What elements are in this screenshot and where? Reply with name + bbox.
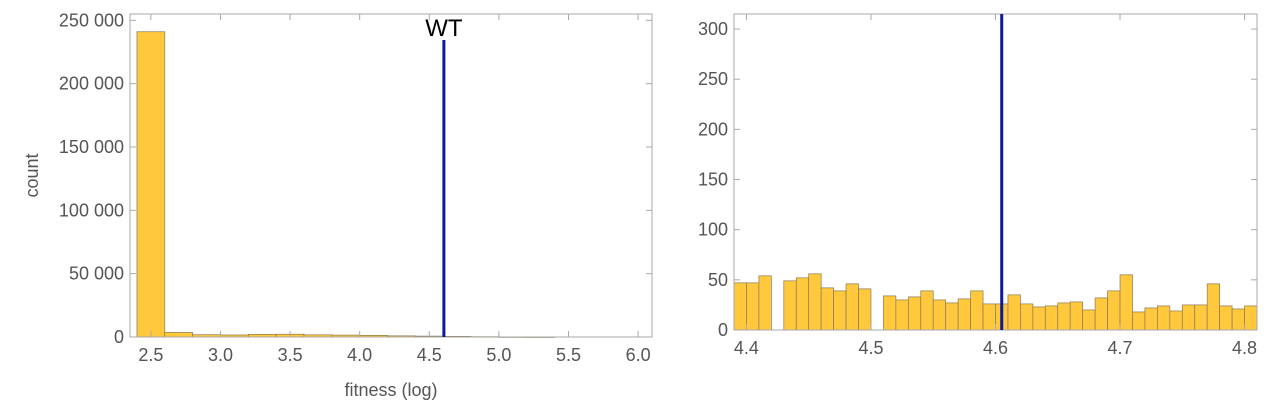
y-tick-label: 100 (698, 220, 728, 240)
y-tick-label: 0 (114, 327, 124, 347)
histogram-bar (1181, 304, 1196, 331)
wt-marker-label: WT (425, 15, 463, 42)
y-tick-label: 150 000 (59, 137, 124, 157)
x-tick-label: 6.0 (626, 345, 651, 365)
x-tick-label: 5.0 (486, 345, 511, 365)
x-tick-label: 4.6 (983, 338, 1008, 358)
x-tick-label: 4.8 (1232, 338, 1257, 358)
histogram-bar (808, 273, 822, 331)
histogram-bar (783, 280, 797, 331)
histogram-bar (982, 303, 996, 331)
histogram-bar (1169, 310, 1183, 331)
histogram-bar (1144, 307, 1158, 331)
x-tick-label: 4.5 (858, 338, 883, 358)
histogram-bar (164, 332, 193, 338)
histogram-bar (820, 287, 834, 331)
y-tick-label: 250 000 (59, 10, 124, 30)
y-tick-label: 0 (718, 320, 728, 340)
histogram-bar (895, 299, 909, 331)
y-tick-label: 50 (708, 270, 728, 290)
x-tick-label: 4.0 (347, 345, 372, 365)
histogram-bar (746, 282, 760, 331)
histogram-bar (1244, 305, 1258, 331)
histogram-bar (845, 283, 859, 331)
histogram-bar (1069, 301, 1084, 331)
histogram-bar (945, 302, 959, 331)
y-tick-label: 200 000 (59, 74, 124, 94)
histogram-bar (1044, 305, 1059, 331)
histogram-bar (136, 31, 166, 338)
x-tick-label: 3.5 (278, 345, 303, 365)
x-axis-label: fitness (log) (344, 380, 437, 400)
histogram-bar (758, 275, 772, 331)
x-tick-label: 4.7 (1108, 338, 1133, 358)
histogram-bar (795, 277, 810, 331)
histogram-bar (932, 299, 947, 331)
y-tick-label: 300 (698, 19, 728, 39)
histogram-panel-full-range: 2.5 3.0 3.5 4.0 4.5 5.0 5.5 6.0 0 50 000 100 000 15… (22, 10, 653, 400)
histogram-bar (920, 290, 934, 331)
histogram-bar (1219, 305, 1233, 331)
x-tick-label: 3.0 (208, 345, 233, 365)
histogram-bar (833, 290, 847, 331)
histogram-bar (733, 282, 747, 331)
y-tick-label: 50 000 (69, 264, 124, 284)
histogram-bar (1107, 290, 1121, 331)
y-tick-label: 200 (698, 119, 728, 139)
y-tick-label: 150 (698, 170, 728, 190)
plot-frame (129, 13, 653, 338)
histogram-bar (858, 288, 872, 331)
histogram-bar (1132, 311, 1146, 331)
x-tick-label: 2.5 (138, 345, 163, 365)
histogram-bar (957, 298, 971, 331)
histogram-bar (1119, 274, 1133, 331)
histogram-bar (1157, 305, 1171, 331)
histogram-bar (1194, 304, 1208, 331)
histogram-bar (1057, 302, 1071, 331)
histogram-bar (1007, 294, 1021, 331)
histogram-bar (1032, 306, 1046, 331)
histogram-bar (1206, 283, 1220, 331)
histogram-bar (970, 290, 984, 331)
y-tick-label: 100 000 (59, 200, 124, 220)
x-tick-label: 5.5 (556, 345, 581, 365)
x-tick-label: 4.5 (417, 345, 442, 365)
histogram-bar (883, 295, 897, 331)
histogram-bar (1231, 308, 1245, 331)
x-tick-label: 4.4 (734, 338, 759, 358)
y-tick-label: 250 (698, 69, 728, 89)
histogram-bar (1020, 303, 1034, 331)
histogram-panel-zoomed: 4.4 4.5 4.6 4.7 4.8 0 50 100 150 200 250 300 (698, 13, 1258, 358)
y-axis-label: count (22, 153, 42, 197)
histogram-bar (1082, 309, 1096, 331)
histogram-bar (907, 296, 922, 331)
histogram-bar (1094, 297, 1108, 331)
